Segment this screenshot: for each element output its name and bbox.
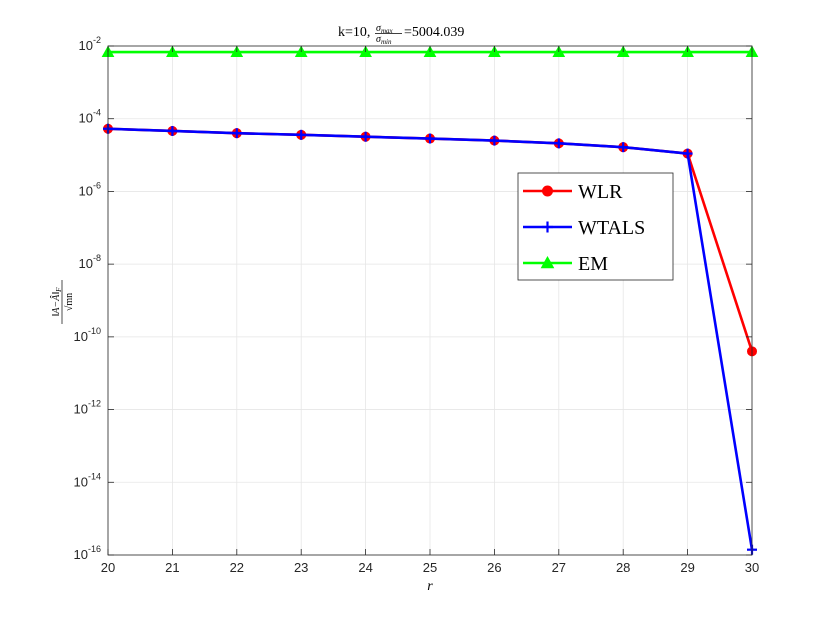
y-tick-exponent: -14 bbox=[88, 471, 101, 481]
data-point-wtals bbox=[425, 133, 435, 144]
data-point-wtals bbox=[296, 129, 307, 140]
y-tick-label: 10-6 bbox=[79, 180, 101, 198]
series-wtals bbox=[103, 123, 757, 555]
legend-marker bbox=[540, 255, 555, 269]
data-point-wtals bbox=[360, 131, 371, 142]
x-tick-label: 30 bbox=[745, 560, 759, 575]
y-tick-label: 10-16 bbox=[74, 544, 101, 562]
title-value: =5004.039 bbox=[404, 25, 464, 40]
y-tick-label: 10-10 bbox=[74, 326, 101, 344]
ticks: 20 21 22 23 24 25 26 27 28 29 3010-1610-1410-1210-… bbox=[74, 35, 760, 575]
legend-marker bbox=[542, 221, 553, 233]
y-tick-label: 10-8 bbox=[79, 253, 101, 271]
x-tick-label: 29 bbox=[680, 560, 694, 575]
y-tick-label: 10-4 bbox=[79, 108, 101, 126]
x-tick-label: 22 bbox=[230, 560, 244, 575]
x-axis-label: r bbox=[427, 579, 433, 594]
title-frac-num: σmax bbox=[376, 23, 393, 35]
chart-title: k=10, σmax σmin =5004.039 bbox=[338, 23, 464, 46]
y-tick-base: 10 bbox=[79, 183, 93, 198]
y-tick-base: 10 bbox=[74, 329, 88, 344]
y-tick-exponent: -6 bbox=[93, 180, 101, 190]
y-tick-exponent: -10 bbox=[88, 326, 101, 336]
data-point-wtals bbox=[682, 148, 693, 159]
legend-item-em: EM bbox=[523, 253, 608, 275]
legend-item-wtals: WTALS bbox=[523, 217, 645, 239]
y-tick-label: 10-2 bbox=[79, 35, 101, 53]
x-tick-label: 28 bbox=[616, 560, 630, 575]
y-axis-label-num: ‖A−Â‖F bbox=[50, 287, 63, 317]
y-tick-exponent: -2 bbox=[93, 35, 101, 45]
y-tick-label: 10-14 bbox=[74, 471, 101, 489]
legend-marker bbox=[542, 185, 553, 197]
y-tick-base: 10 bbox=[79, 111, 93, 126]
data-point-wtals bbox=[231, 128, 242, 139]
y-tick-label: 10-12 bbox=[74, 399, 101, 417]
y-tick-base: 10 bbox=[74, 402, 88, 417]
y-tick-base: 10 bbox=[74, 474, 88, 489]
y-tick-exponent: -8 bbox=[93, 253, 101, 263]
data-point-wtals bbox=[618, 142, 629, 153]
series-layer bbox=[101, 45, 759, 555]
y-tick-base: 10 bbox=[74, 547, 88, 562]
legend: WLR WTALS EM bbox=[517, 172, 674, 281]
y-tick-exponent: -4 bbox=[93, 108, 101, 118]
x-tick-label: 20 bbox=[101, 560, 115, 575]
legend-label: WTALS bbox=[578, 217, 645, 239]
x-tick-label: 24 bbox=[358, 560, 372, 575]
x-tick-label: 21 bbox=[165, 560, 179, 575]
data-point-wtals bbox=[167, 125, 178, 136]
x-tick-label: 27 bbox=[552, 560, 566, 575]
title-prefix: k=10, bbox=[338, 25, 370, 40]
data-point-wtals bbox=[553, 138, 564, 149]
y-axis-label: ‖A−Â‖F √mn bbox=[50, 280, 75, 324]
x-tick-label: 23 bbox=[294, 560, 308, 575]
x-tick-label: 26 bbox=[487, 560, 501, 575]
legend-item-wlr: WLR bbox=[523, 181, 623, 203]
data-point-wtals bbox=[489, 135, 500, 146]
legend-label: WLR bbox=[578, 181, 623, 203]
y-tick-base: 10 bbox=[79, 38, 93, 53]
y-tick-exponent: -16 bbox=[88, 544, 101, 554]
y-tick-exponent: -12 bbox=[88, 399, 101, 409]
legend-label: EM bbox=[578, 253, 608, 275]
y-tick-base: 10 bbox=[79, 256, 93, 271]
y-axis-label-den: √mn bbox=[64, 293, 75, 311]
x-tick-label: 25 bbox=[423, 560, 437, 575]
title-frac-den: σmin bbox=[376, 34, 392, 46]
